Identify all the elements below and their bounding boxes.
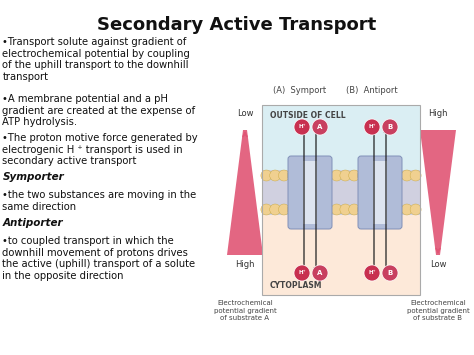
Text: Secondary Active Transport: Secondary Active Transport (97, 16, 377, 34)
Circle shape (366, 170, 377, 181)
Text: High: High (428, 109, 448, 118)
Circle shape (401, 170, 412, 181)
Circle shape (382, 265, 398, 281)
Text: •The proton motive force generated by
electrogenic H ⁺ transport is used in
seco: •The proton motive force generated by el… (2, 133, 198, 166)
Text: A: A (317, 270, 323, 276)
Circle shape (357, 170, 368, 181)
Text: •the two substances are moving in the
same direction: •the two substances are moving in the sa… (2, 190, 197, 212)
Text: H⁺: H⁺ (368, 125, 376, 130)
Circle shape (401, 204, 412, 215)
Text: Electrochemical
potential gradient
of substrate B: Electrochemical potential gradient of su… (407, 300, 469, 321)
Text: H⁺: H⁺ (298, 125, 306, 130)
Circle shape (392, 170, 403, 181)
Polygon shape (420, 130, 456, 255)
Circle shape (305, 204, 316, 215)
Circle shape (366, 204, 377, 215)
Circle shape (287, 170, 298, 181)
Text: B: B (387, 124, 392, 130)
Circle shape (375, 170, 386, 181)
Text: CYTOPLASM: CYTOPLASM (270, 281, 322, 290)
Circle shape (340, 204, 351, 215)
Text: A: A (317, 124, 323, 130)
Circle shape (287, 204, 298, 215)
Text: •Transport solute against gradient of
electrochemical potential by coupling
of t: •Transport solute against gradient of el… (2, 37, 190, 82)
Circle shape (314, 170, 325, 181)
Circle shape (314, 204, 325, 215)
Polygon shape (227, 130, 263, 255)
Circle shape (357, 204, 368, 215)
Circle shape (322, 170, 333, 181)
Circle shape (270, 170, 281, 181)
Bar (262, 215, 420, 295)
Circle shape (270, 204, 281, 215)
Circle shape (382, 119, 398, 135)
Circle shape (261, 170, 272, 181)
Circle shape (312, 119, 328, 135)
Text: Symporter: Symporter (2, 172, 64, 182)
Circle shape (349, 170, 360, 181)
Circle shape (331, 170, 342, 181)
Circle shape (364, 265, 380, 281)
Text: •to coupled transport in which the
downhill movement of protons drives
the activ: •to coupled transport in which the downh… (2, 236, 195, 281)
Circle shape (331, 204, 342, 215)
Text: •A membrane potential and a pH
gradient are created at the expense of
ATP hydrol: •A membrane potential and a pH gradient … (2, 94, 195, 127)
FancyBboxPatch shape (358, 156, 402, 229)
Circle shape (322, 204, 333, 215)
Circle shape (340, 170, 351, 181)
Circle shape (296, 170, 307, 181)
Text: (B)  Antiport: (B) Antiport (346, 86, 398, 95)
Text: OUTSIDE OF CELL: OUTSIDE OF CELL (270, 111, 346, 120)
Circle shape (278, 204, 290, 215)
Bar (373, 161, 387, 224)
Circle shape (410, 170, 421, 181)
Circle shape (349, 204, 360, 215)
Circle shape (278, 170, 290, 181)
Circle shape (410, 204, 421, 215)
Circle shape (294, 265, 310, 281)
Bar (303, 161, 317, 224)
Text: (A)  Symport: (A) Symport (273, 86, 327, 95)
Circle shape (384, 204, 395, 215)
Circle shape (384, 170, 395, 181)
Text: Electrochemical
potential gradient
of substrate A: Electrochemical potential gradient of su… (214, 300, 276, 321)
Circle shape (392, 204, 403, 215)
Circle shape (261, 204, 272, 215)
Circle shape (375, 204, 386, 215)
Text: Low: Low (430, 260, 446, 269)
FancyBboxPatch shape (288, 156, 332, 229)
Circle shape (312, 265, 328, 281)
Bar (262, 105, 420, 170)
Text: High: High (235, 260, 255, 269)
Circle shape (294, 119, 310, 135)
Circle shape (296, 204, 307, 215)
Bar (262, 105, 420, 295)
Circle shape (305, 170, 316, 181)
Text: Antiporter: Antiporter (2, 218, 63, 228)
Circle shape (364, 119, 380, 135)
Bar (262, 170, 420, 215)
Text: B: B (387, 270, 392, 276)
Text: H⁺: H⁺ (298, 271, 306, 275)
Text: Low: Low (237, 109, 253, 118)
Text: H⁺: H⁺ (368, 271, 376, 275)
